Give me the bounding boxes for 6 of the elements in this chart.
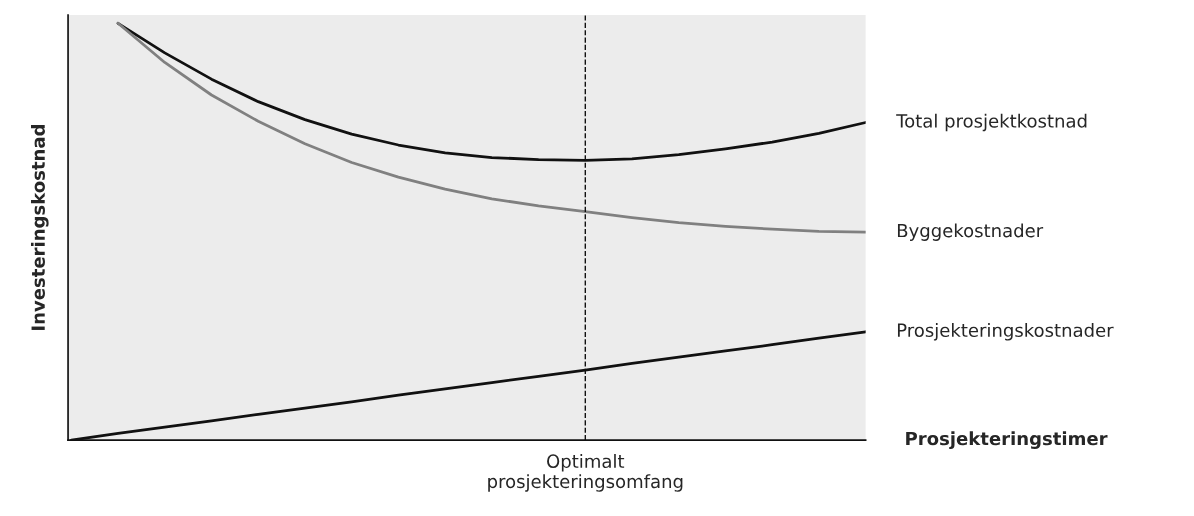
x-axis-title: Prosjekteringstimer — [906, 431, 1108, 449]
series-label: Total prosjektkostnad — [896, 113, 1087, 132]
series-label: Prosjekteringskostnader — [897, 323, 1114, 341]
series-label: Byggekostnader — [897, 223, 1044, 241]
y-axis-title: Investeringskostnad — [31, 125, 49, 330]
text: Optimalt prosjekteringsomfang — [488, 454, 683, 492]
